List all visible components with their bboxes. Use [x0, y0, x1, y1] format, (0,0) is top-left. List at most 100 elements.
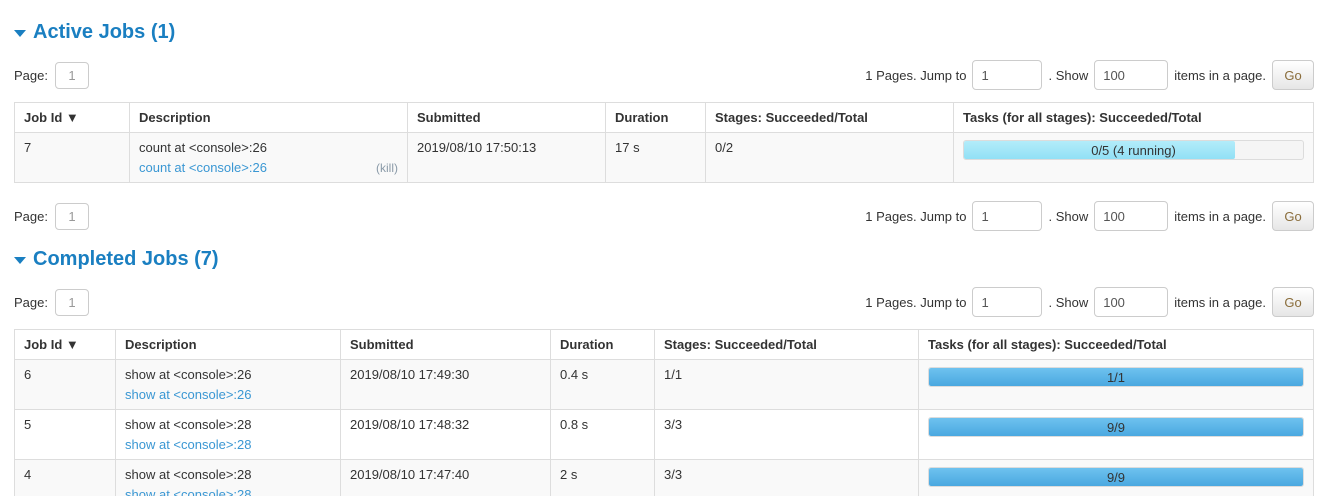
items-per-page-input[interactable] [1094, 287, 1169, 317]
description-link[interactable]: count at <console>:26 [139, 160, 267, 175]
progress-fill [929, 418, 1303, 436]
kill-job-link[interactable]: (kill) [376, 161, 398, 175]
page-label: Page: [14, 67, 48, 83]
cell-duration: 17 s [605, 132, 706, 183]
tasks-progress-bar: 1/1 [928, 367, 1304, 387]
column-header-description[interactable]: Description [129, 102, 408, 133]
cell-job-id: 6 [14, 359, 116, 410]
current-page-indicator[interactable]: 1 [54, 61, 89, 89]
active-jobs-title: Active Jobs (1) [33, 21, 176, 43]
progress-fill [929, 368, 1303, 386]
progress-fill [929, 468, 1303, 486]
progress-label: 9/9 [1106, 470, 1126, 485]
jump-to-page-input[interactable] [972, 201, 1043, 231]
cell-description: show at <console>:28 show at <console>:2… [115, 459, 341, 496]
cell-duration: 0.4 s [550, 359, 655, 410]
cell-stages: 0/2 [705, 132, 954, 183]
items-in-page-label: items in a page. [1174, 208, 1266, 224]
items-per-page-input[interactable] [1094, 60, 1169, 90]
progress-label: 1/1 [1106, 370, 1126, 385]
cell-stages: 1/1 [654, 359, 919, 410]
cell-submitted: 2019/08/10 17:47:40 [340, 459, 551, 496]
caret-down-icon [14, 30, 26, 37]
column-header-duration[interactable]: Duration [605, 102, 706, 133]
active-pagination-bottom: Page: 1 1 Pages. Jump to . Show items in… [14, 201, 1314, 231]
items-in-page-label: items in a page. [1174, 294, 1266, 310]
column-header-duration[interactable]: Duration [550, 329, 655, 360]
active-pagination-top: Page: 1 1 Pages. Jump to . Show items in… [14, 60, 1314, 90]
pages-count-text: 1 Pages. Jump to [865, 67, 967, 83]
table-row: 5 show at <console>:28 show at <console>… [14, 409, 1314, 460]
cell-submitted: 2019/08/10 17:49:30 [340, 359, 551, 410]
completed-jobs-heading[interactable]: Completed Jobs (7) [14, 249, 1314, 269]
completed-jobs-title: Completed Jobs (7) [33, 248, 219, 270]
cell-tasks: 0/5 (4 running) [953, 132, 1314, 183]
column-header-submitted[interactable]: Submitted [407, 102, 606, 133]
cell-tasks: 9/9 [918, 409, 1314, 460]
pages-count-text: 1 Pages. Jump to [865, 294, 967, 310]
current-page-indicator[interactable]: 1 [54, 288, 89, 316]
completed-pagination-top: Page: 1 1 Pages. Jump to . Show items in… [14, 287, 1314, 317]
table-row: 6 show at <console>:26 show at <console>… [14, 359, 1314, 410]
cell-duration: 2 s [550, 459, 655, 496]
tasks-progress-bar: 0/5 (4 running) [963, 140, 1304, 160]
page-label: Page: [14, 294, 48, 310]
cell-job-id: 7 [14, 132, 130, 183]
completed-rows-body: 6 show at <console>:26 show at <console>… [14, 359, 1314, 496]
cell-tasks: 1/1 [918, 359, 1314, 410]
cell-job-id: 5 [14, 409, 116, 460]
column-header-job-id[interactable]: Job Id ▼ [14, 102, 130, 133]
progress-fill [964, 141, 1236, 159]
description-text: show at <console>:28 [125, 467, 252, 482]
items-in-page-label: items in a page. [1174, 67, 1266, 83]
description-link[interactable]: show at <console>:28 [125, 487, 252, 496]
show-label: . Show [1048, 67, 1089, 83]
table-row: 4 show at <console>:28 show at <console>… [14, 459, 1314, 496]
description-text: show at <console>:26 [125, 367, 252, 382]
table-row: 7 count at <console>:26 count at <consol… [14, 132, 1314, 183]
cell-job-id: 4 [14, 459, 116, 496]
cell-submitted: 2019/08/10 17:50:13 [407, 132, 606, 183]
cell-description: show at <console>:26 show at <console>:2… [115, 359, 341, 410]
column-header-job-id[interactable]: Job Id ▼ [14, 329, 116, 360]
cell-description: count at <console>:26 count at <console>… [129, 132, 408, 183]
column-header-stages[interactable]: Stages: Succeeded/Total [705, 102, 954, 133]
show-label: . Show [1048, 208, 1089, 224]
items-per-page-input[interactable] [1094, 201, 1169, 231]
progress-label: 0/5 (4 running) [1091, 143, 1176, 158]
cell-tasks: 9/9 [918, 459, 1314, 496]
progress-label: 9/9 [1106, 420, 1126, 435]
column-header-tasks[interactable]: Tasks (for all stages): Succeeded/Total [953, 102, 1314, 133]
completed-jobs-table: Job Id ▼ Description Submitted Duration … [14, 329, 1314, 496]
jump-to-page-input[interactable] [972, 60, 1043, 90]
go-button[interactable]: Go [1272, 201, 1314, 231]
go-button[interactable]: Go [1272, 60, 1314, 90]
tasks-progress-bar: 9/9 [928, 467, 1304, 487]
go-button[interactable]: Go [1272, 287, 1314, 317]
cell-description: show at <console>:28 show at <console>:2… [115, 409, 341, 460]
tasks-progress-bar: 9/9 [928, 417, 1304, 437]
column-header-stages[interactable]: Stages: Succeeded/Total [654, 329, 919, 360]
cell-stages: 3/3 [654, 409, 919, 460]
description-text: count at <console>:26 [139, 140, 267, 155]
cell-duration: 0.8 s [550, 409, 655, 460]
page-label: Page: [14, 208, 48, 224]
caret-down-icon [14, 257, 26, 264]
column-header-description[interactable]: Description [115, 329, 341, 360]
column-header-submitted[interactable]: Submitted [340, 329, 551, 360]
pages-count-text: 1 Pages. Jump to [865, 208, 967, 224]
table-header-row: Job Id ▼ Description Submitted Duration … [14, 329, 1314, 360]
description-link[interactable]: show at <console>:28 [125, 437, 252, 452]
jump-to-page-input[interactable] [972, 287, 1043, 317]
current-page-indicator[interactable]: 1 [54, 202, 89, 230]
cell-submitted: 2019/08/10 17:48:32 [340, 409, 551, 460]
active-jobs-heading[interactable]: Active Jobs (1) [14, 22, 1314, 42]
description-text: show at <console>:28 [125, 417, 252, 432]
cell-stages: 3/3 [654, 459, 919, 496]
description-link[interactable]: show at <console>:26 [125, 387, 252, 402]
table-header-row: Job Id ▼ Description Submitted Duration … [14, 102, 1314, 133]
column-header-tasks[interactable]: Tasks (for all stages): Succeeded/Total [918, 329, 1314, 360]
show-label: . Show [1048, 294, 1089, 310]
active-jobs-table: Job Id ▼ Description Submitted Duration … [14, 102, 1314, 183]
